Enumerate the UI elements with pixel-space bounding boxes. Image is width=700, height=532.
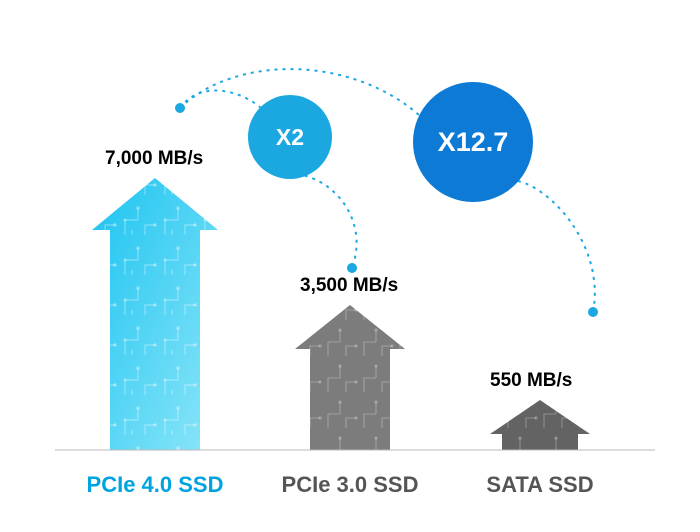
category-label-pcie3: PCIe 3.0 SSD xyxy=(282,472,419,498)
arrow-pcie4 xyxy=(92,178,218,450)
chart-svg xyxy=(0,0,700,532)
speed-label-pcie3: 3,500 MB/s xyxy=(300,275,398,297)
multiplier-x12_7: X12.7 xyxy=(413,82,533,202)
arrow-sata xyxy=(490,400,590,450)
ssd-speed-chart: 7,000 MB/s PCIe 4.0 SSD 3,500 MB/s PCIe 3.0… xyxy=(0,0,700,532)
category-label-sata: SATA SSD xyxy=(486,472,593,498)
multiplier-x2: X2 xyxy=(248,95,332,179)
arrow-pcie3 xyxy=(295,305,405,450)
category-label-pcie4: PCIe 4.0 SSD xyxy=(87,472,224,498)
speed-label-sata: 550 MB/s xyxy=(490,370,572,392)
speed-label-pcie4: 7,000 MB/s xyxy=(105,148,203,170)
